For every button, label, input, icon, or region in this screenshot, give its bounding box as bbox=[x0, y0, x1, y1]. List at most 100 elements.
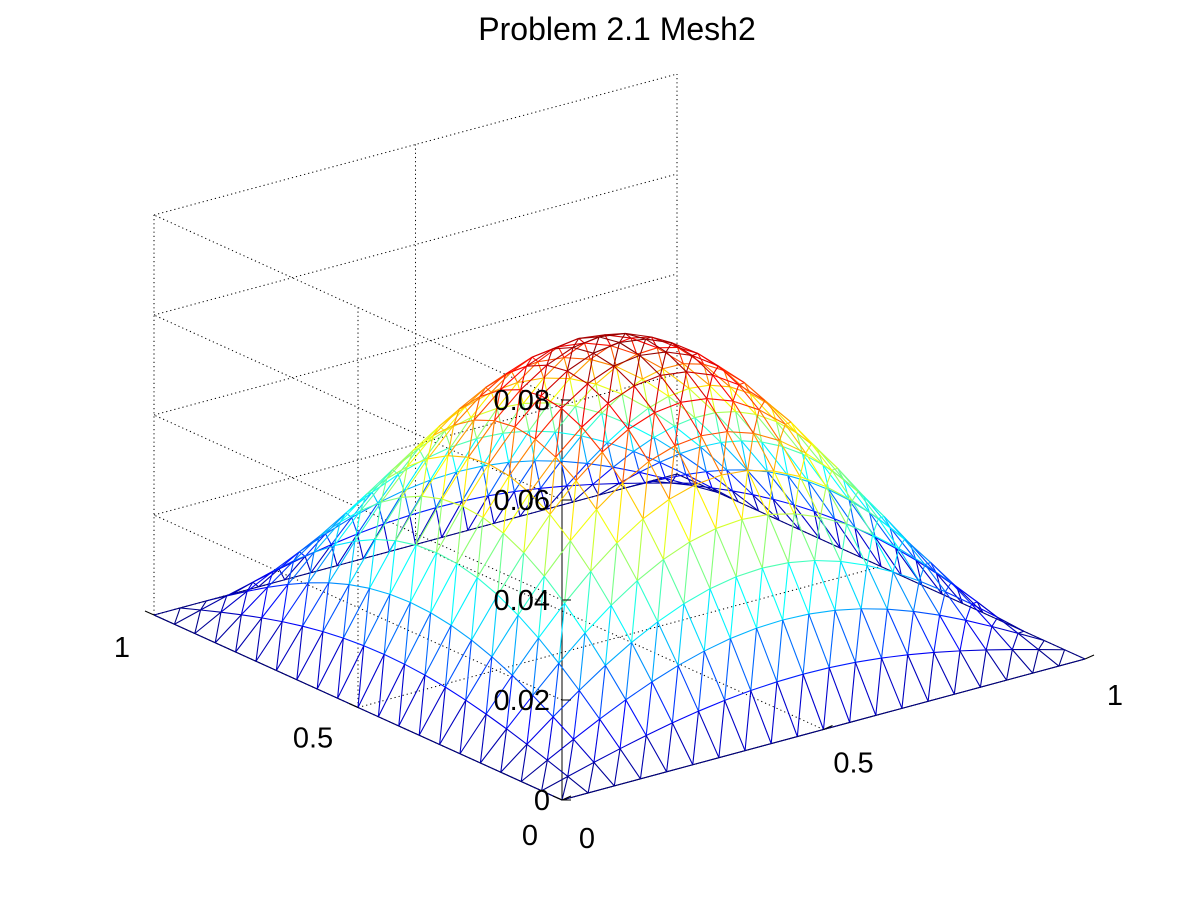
mesh-edge bbox=[567, 761, 595, 777]
mesh-edge bbox=[805, 443, 812, 454]
mesh-edge bbox=[465, 640, 473, 701]
mesh-edge bbox=[389, 544, 417, 595]
mesh-edge bbox=[375, 538, 396, 542]
mesh-edge bbox=[744, 382, 766, 402]
mesh-edge bbox=[468, 456, 489, 465]
mesh-edge bbox=[674, 435, 702, 447]
mesh-edge bbox=[752, 494, 760, 512]
mesh-edge bbox=[811, 443, 833, 471]
mesh-edge bbox=[782, 562, 789, 621]
mesh-edge bbox=[787, 475, 809, 482]
mesh-edge bbox=[337, 645, 365, 699]
mesh-edge bbox=[842, 478, 850, 501]
mesh-edge bbox=[537, 576, 545, 639]
mesh-edge bbox=[572, 346, 594, 354]
mesh-edge bbox=[581, 426, 603, 453]
mesh-edge bbox=[907, 654, 929, 702]
mesh-edge bbox=[424, 625, 452, 676]
mesh-edge bbox=[569, 480, 577, 541]
mesh-edge bbox=[514, 487, 541, 493]
mesh-edge bbox=[485, 674, 513, 715]
mesh-edge bbox=[552, 346, 573, 350]
mesh-edge bbox=[787, 513, 795, 563]
mesh-edge bbox=[677, 347, 684, 364]
mesh-edge bbox=[825, 486, 847, 525]
mesh-edge bbox=[506, 675, 513, 729]
mesh-edge bbox=[807, 481, 815, 512]
mesh-edge bbox=[383, 653, 405, 665]
mesh-edge bbox=[357, 523, 384, 535]
mesh-edge bbox=[874, 536, 896, 549]
mesh-edge bbox=[740, 440, 748, 471]
mesh-edge bbox=[500, 728, 508, 773]
mesh-edge bbox=[586, 442, 608, 464]
mesh-edge bbox=[784, 423, 812, 445]
mesh-edge bbox=[685, 474, 693, 486]
mesh-edge bbox=[272, 551, 300, 572]
mesh-edge bbox=[686, 371, 713, 376]
mesh-edge bbox=[814, 517, 821, 561]
mesh-edge bbox=[753, 432, 780, 442]
mesh-edge bbox=[881, 609, 888, 659]
mesh-edge bbox=[621, 393, 629, 424]
mesh-edge bbox=[612, 450, 634, 468]
mesh-edge bbox=[531, 356, 539, 363]
mesh-edge bbox=[726, 469, 754, 496]
mesh-edge bbox=[840, 561, 862, 609]
mesh-edge bbox=[266, 570, 274, 588]
mesh-edge bbox=[631, 580, 638, 643]
mesh-edge bbox=[718, 365, 745, 384]
mesh-edge bbox=[622, 461, 650, 484]
mesh-edge bbox=[636, 580, 659, 623]
mesh-edge bbox=[665, 473, 687, 480]
mesh-edge bbox=[889, 526, 917, 561]
mesh-edge bbox=[342, 584, 350, 639]
mesh-edge bbox=[506, 728, 528, 745]
mesh-edge bbox=[881, 657, 903, 709]
mesh-edge bbox=[348, 584, 370, 589]
mesh-edge bbox=[593, 718, 601, 763]
mesh-edge bbox=[720, 431, 728, 476]
mesh-edge bbox=[944, 591, 967, 621]
mesh-edge bbox=[872, 534, 900, 549]
mesh-edge bbox=[595, 383, 623, 395]
mesh-edge bbox=[674, 425, 701, 448]
mesh-edge bbox=[573, 738, 595, 763]
mesh-edge bbox=[415, 536, 442, 546]
mesh-edge bbox=[782, 619, 804, 675]
mesh-edge bbox=[540, 395, 562, 409]
mesh-edge bbox=[287, 551, 315, 585]
mesh-edge bbox=[200, 595, 227, 611]
mesh-edge bbox=[647, 395, 669, 409]
mesh-edge bbox=[802, 667, 830, 675]
mesh-edge bbox=[322, 631, 344, 639]
mesh-edge bbox=[610, 542, 618, 606]
mesh-edge bbox=[831, 467, 838, 471]
mesh-edge bbox=[383, 490, 405, 525]
mesh-edge bbox=[985, 649, 1008, 681]
mesh-edge bbox=[520, 389, 542, 397]
mesh-edge bbox=[729, 576, 737, 639]
mesh-edge bbox=[214, 612, 222, 643]
mesh-edge bbox=[522, 377, 545, 404]
mesh-edge bbox=[892, 571, 914, 612]
mesh-edge bbox=[444, 625, 452, 688]
mesh-edge bbox=[584, 342, 611, 347]
mesh-edge bbox=[898, 547, 926, 566]
mesh-edge bbox=[912, 580, 920, 612]
mesh-edge bbox=[712, 374, 734, 402]
mesh-edge bbox=[640, 771, 667, 780]
mesh-edge bbox=[651, 665, 679, 683]
mesh-edge bbox=[625, 332, 646, 340]
mesh-edge bbox=[831, 469, 859, 493]
mesh-edge bbox=[829, 661, 856, 669]
mesh-edge bbox=[654, 412, 676, 447]
mesh-edge bbox=[625, 332, 652, 338]
mesh-edge bbox=[430, 612, 452, 626]
mesh-edge bbox=[563, 342, 585, 359]
mesh-edge bbox=[651, 681, 673, 724]
mesh-edge bbox=[758, 409, 786, 425]
mesh-edge bbox=[741, 513, 769, 520]
mesh-edge bbox=[511, 637, 539, 676]
mesh-edge bbox=[778, 519, 800, 531]
